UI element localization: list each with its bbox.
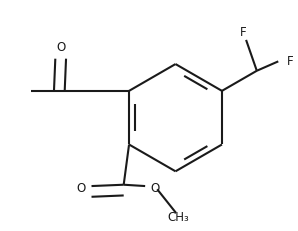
Text: O: O: [76, 181, 86, 194]
Text: CH₃: CH₃: [168, 210, 190, 223]
Text: O: O: [150, 181, 159, 194]
Text: O: O: [56, 41, 65, 54]
Text: F: F: [287, 54, 294, 67]
Text: F: F: [240, 26, 247, 39]
